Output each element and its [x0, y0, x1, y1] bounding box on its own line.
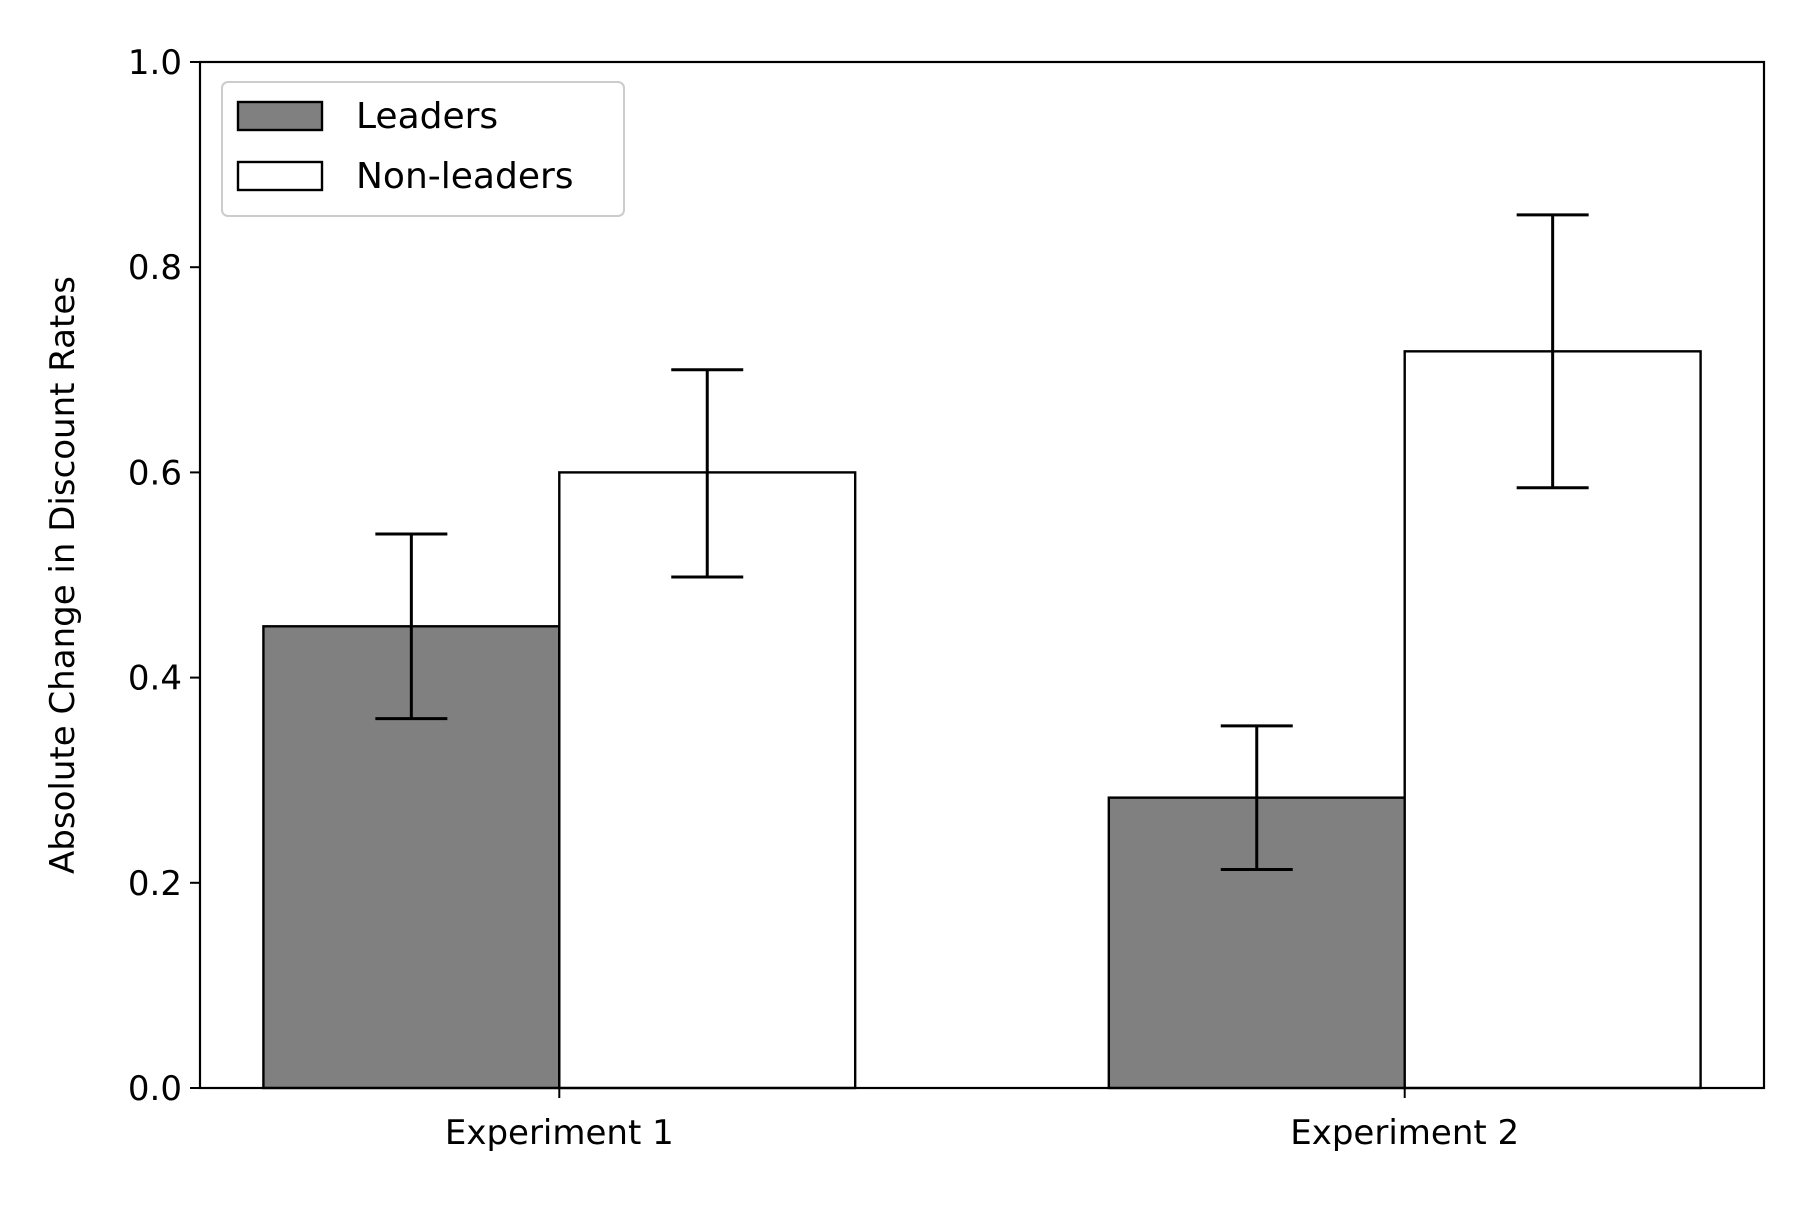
- legend-swatch-non-leaders: [236, 160, 324, 192]
- legend-label-non-leaders: Non-leaders: [356, 156, 574, 197]
- x-axis: Experiment 1 Experiment 2: [445, 1088, 1519, 1153]
- y-axis-label: Absolute Change in Discount Rates: [43, 276, 83, 874]
- y-tick-label: 0.0: [128, 1069, 182, 1109]
- error-bars-layer: [375, 213, 1589, 871]
- x-tick-label: Experiment 1: [445, 1113, 674, 1153]
- legend-swatch-leaders: [236, 100, 324, 132]
- x-tick-label: Experiment 2: [1290, 1113, 1519, 1153]
- y-tick-label: 1.0: [128, 43, 182, 83]
- legend-label-leaders: Leaders: [356, 96, 498, 137]
- y-tick-label: 0.4: [128, 659, 182, 699]
- y-tick-label: 0.6: [128, 453, 182, 493]
- y-axis: 0.0 0.2 0.4 0.6 0.8 1.0: [128, 43, 200, 1109]
- y-tick-label: 0.8: [128, 248, 182, 288]
- legend: Leaders Non-leaders: [221, 81, 625, 217]
- y-tick-label: 0.2: [128, 864, 182, 904]
- plot-frame: [198, 60, 1766, 1090]
